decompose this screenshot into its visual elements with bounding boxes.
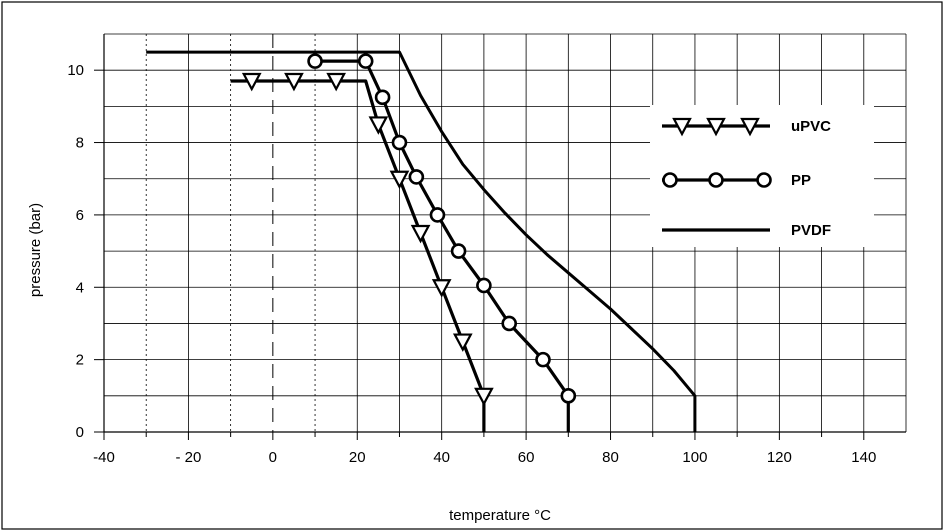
marker-pp — [535, 351, 551, 368]
legend-marker-pp — [708, 172, 724, 188]
x-tick-label: 120 — [767, 449, 792, 466]
x-tick-label: 60 — [518, 449, 535, 466]
x-tick-label: 0 — [269, 449, 277, 466]
legend-marker-upvc — [740, 117, 760, 137]
y-tick-label: 8 — [76, 135, 84, 152]
marker-upvc — [431, 279, 452, 298]
y-tick-label: 6 — [76, 207, 84, 224]
x-tick-label: 80 — [602, 449, 619, 466]
x-tick-label: - 20 — [175, 449, 201, 466]
x-tick-label: 20 — [349, 449, 366, 466]
marker-pp — [391, 134, 408, 151]
x-tick-label: 40 — [433, 449, 450, 466]
legend-marker-upvc — [672, 117, 692, 137]
y-axis-title: pressure (bar) — [27, 203, 44, 297]
marker-pp — [357, 53, 374, 69]
legend-marker-pp — [662, 172, 678, 188]
x-axis-title: temperature °C — [449, 507, 551, 524]
marker-upvc — [474, 387, 494, 407]
marker-upvc — [284, 72, 304, 92]
y-tick-label: 4 — [76, 279, 84, 296]
x-tick-label: 100 — [682, 449, 707, 466]
marker-pp — [560, 388, 577, 404]
marker-pp — [307, 53, 323, 69]
legend: uPVC PP PVDF — [650, 105, 874, 247]
marker-upvc — [410, 224, 431, 244]
marker-upvc — [452, 333, 473, 352]
x-tick-label: 140 — [851, 449, 876, 466]
marker-pp — [429, 207, 446, 223]
axes: -40 - 20 0 20 40 60 80 100 120 140 0 2 4 6 8 10 — [67, 34, 906, 466]
y-tick-label: 2 — [76, 352, 84, 369]
marker-upvc — [241, 72, 262, 92]
marker-pp — [408, 169, 425, 185]
legend-marker-upvc — [706, 117, 726, 137]
legend-label-pp: PP — [791, 172, 811, 189]
x-tick-label: -40 — [93, 449, 115, 466]
legend-label-upvc: uPVC — [791, 118, 831, 135]
marker-pp — [476, 277, 492, 294]
legend-marker-pp — [756, 172, 772, 188]
legend-label-pvdf: PVDF — [791, 222, 831, 239]
y-tick-label: 10 — [67, 62, 84, 79]
series-layer — [146, 50, 697, 432]
marker-pp — [374, 89, 391, 106]
marker-pp — [450, 243, 467, 259]
series-line-pvdf — [146, 50, 697, 432]
marker-upvc — [326, 72, 346, 92]
marker-pp — [501, 315, 518, 332]
y-tick-label: 0 — [76, 424, 84, 441]
marker-upvc — [368, 116, 389, 135]
marker-upvc — [389, 170, 410, 190]
